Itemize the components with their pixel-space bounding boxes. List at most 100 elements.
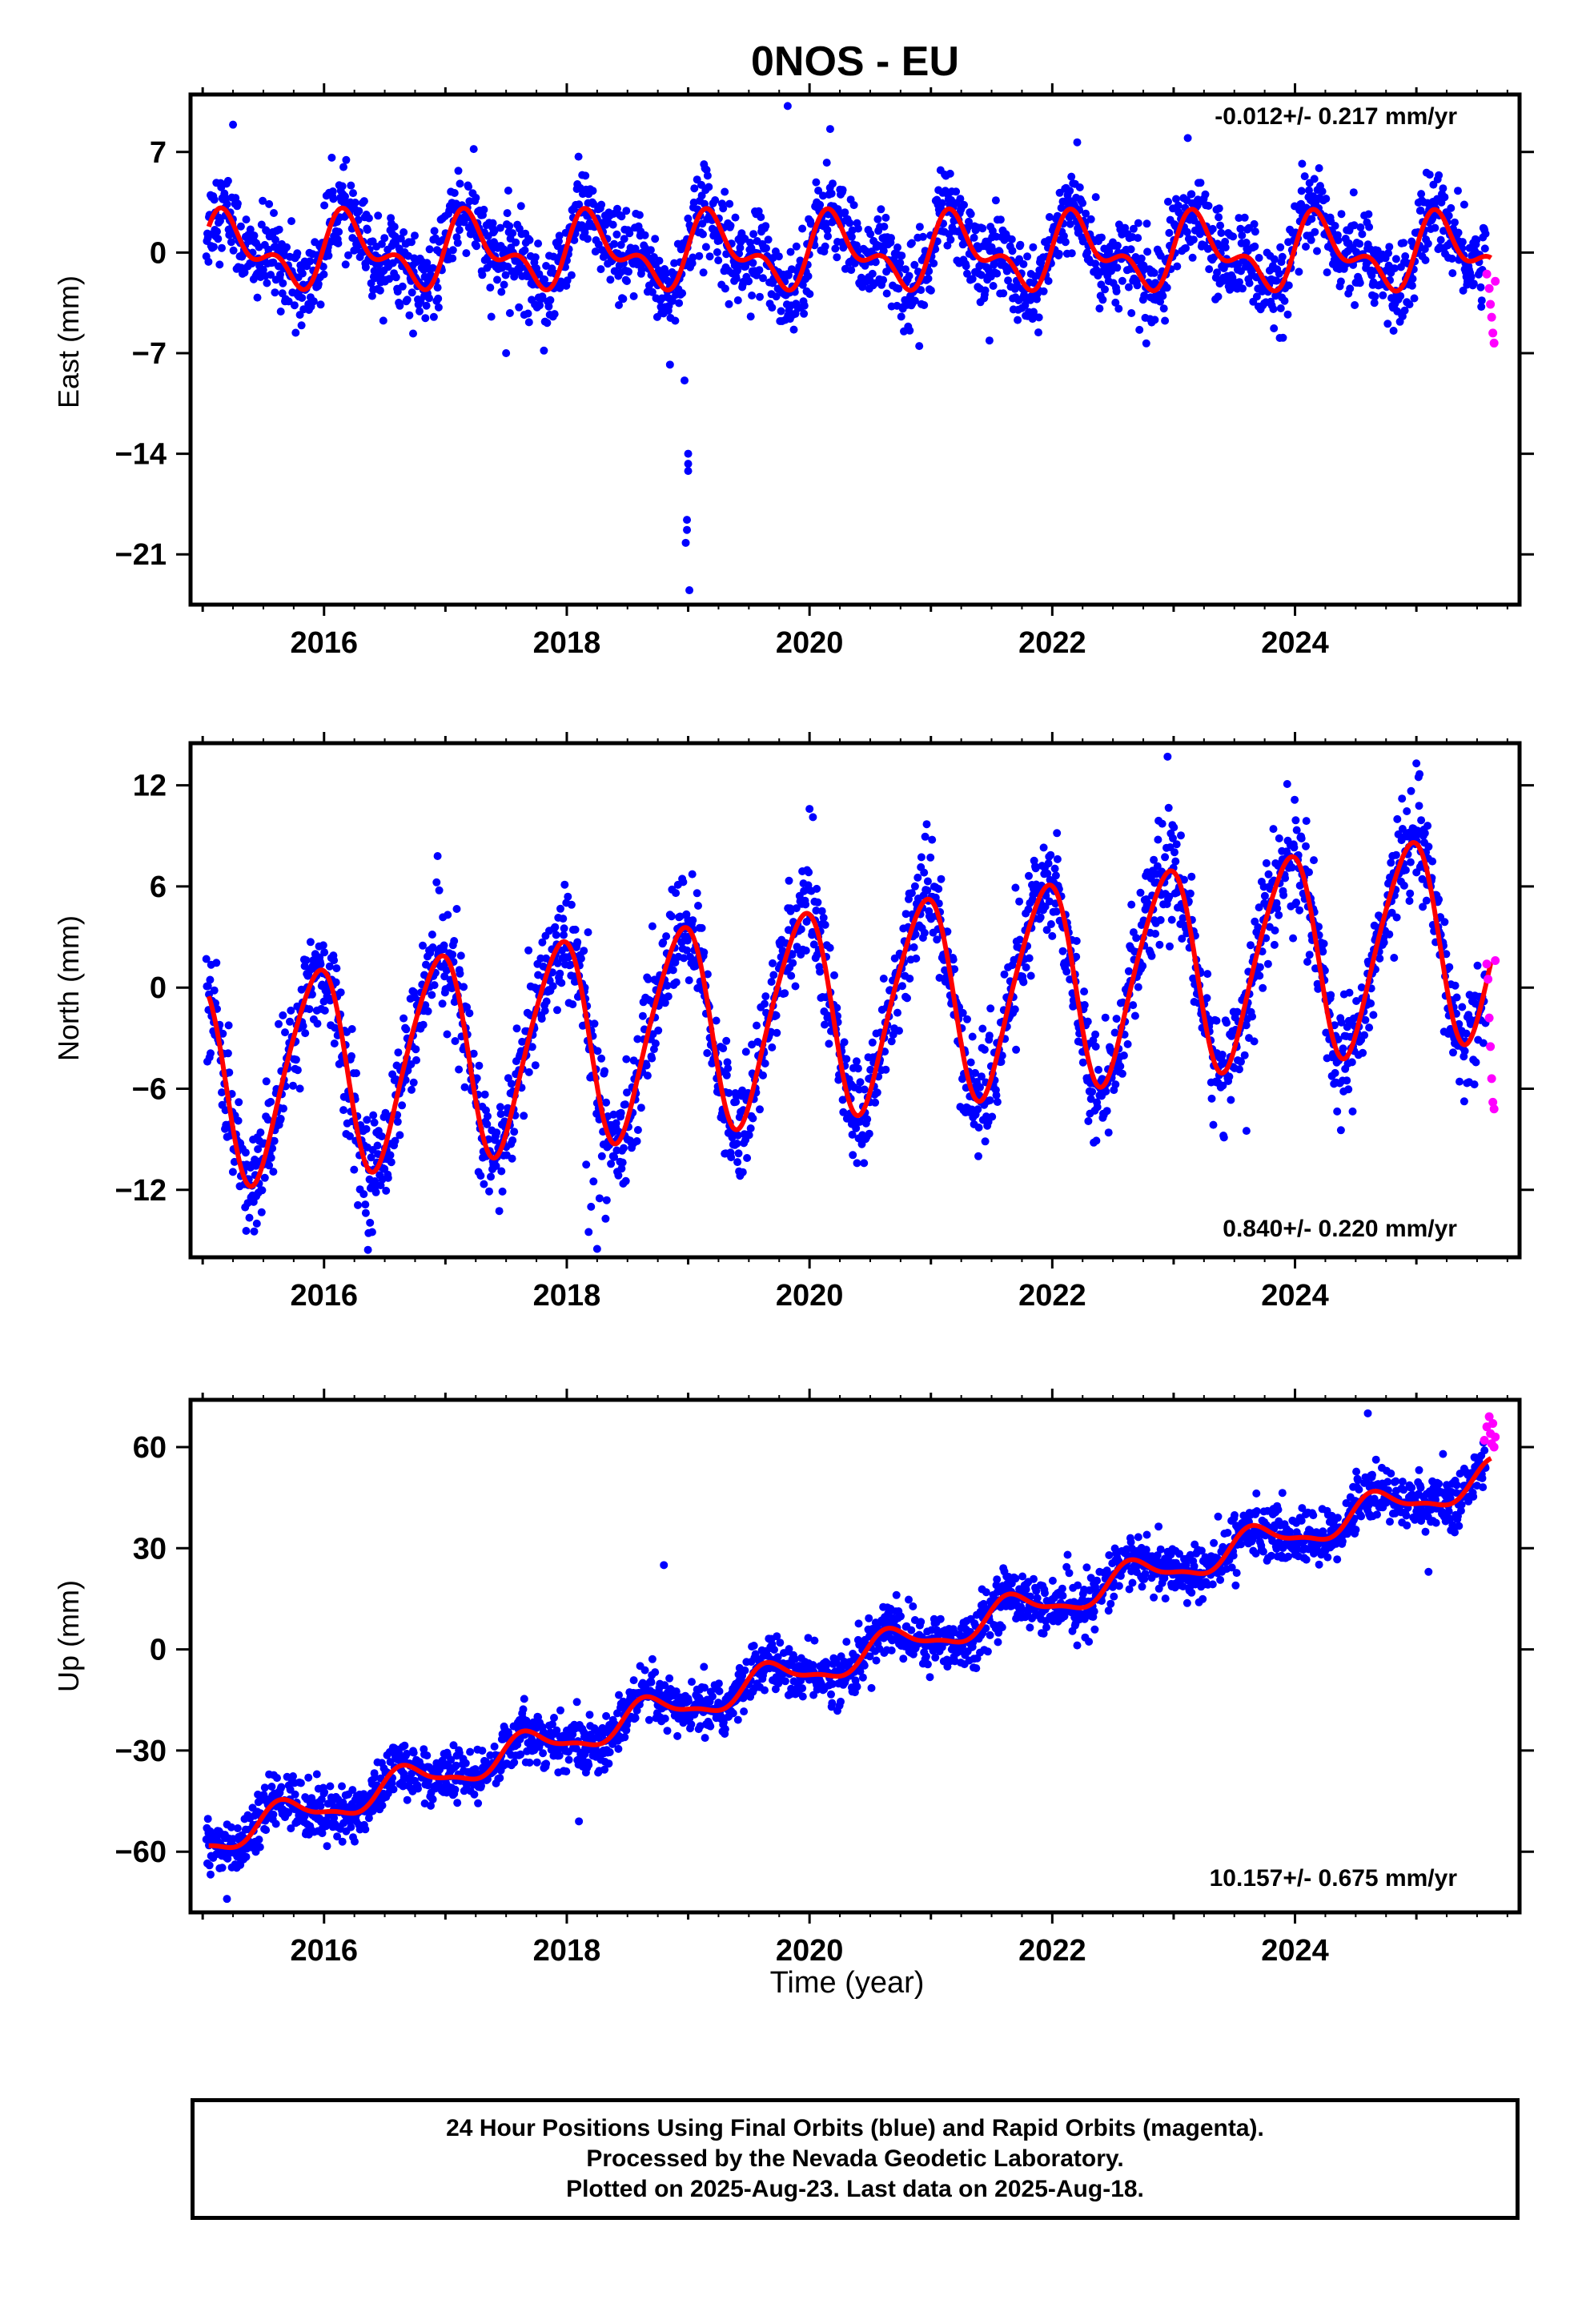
data-point	[589, 199, 598, 208]
data-point	[1187, 190, 1196, 199]
data-point	[1400, 306, 1409, 315]
data-point	[970, 233, 978, 242]
data-point	[250, 1227, 259, 1236]
data-point	[853, 1064, 862, 1073]
data-point	[1456, 1077, 1464, 1086]
data-point	[476, 1172, 485, 1180]
data-point	[773, 1028, 781, 1037]
data-point	[1371, 292, 1379, 301]
data-point	[1098, 296, 1107, 304]
data-point	[400, 1014, 408, 1023]
data-point	[719, 1044, 728, 1053]
data-point	[332, 964, 341, 973]
data-point	[989, 282, 998, 290]
data-point	[1449, 1048, 1457, 1057]
data-point	[540, 1007, 549, 1015]
data-point	[469, 145, 478, 154]
data-point	[840, 1038, 849, 1047]
y-tick-label: 6	[150, 870, 167, 904]
data-point	[1022, 963, 1030, 971]
data-point	[1300, 172, 1309, 181]
data-point	[1238, 231, 1247, 239]
data-point	[330, 1039, 339, 1047]
data-point	[901, 265, 909, 274]
data-point	[450, 189, 459, 197]
data-point	[938, 199, 946, 207]
data-point	[361, 1208, 370, 1217]
data-point	[1284, 281, 1293, 290]
data-point	[319, 270, 328, 279]
data-point	[613, 204, 621, 213]
data-point	[540, 346, 548, 355]
data-point	[412, 1055, 420, 1064]
data-point	[1034, 328, 1042, 337]
data-point	[454, 167, 463, 175]
data-point	[242, 1227, 251, 1235]
data-point	[1460, 200, 1468, 209]
data-point	[1119, 1051, 1128, 1059]
data-point	[651, 235, 660, 243]
data-point	[1098, 233, 1106, 242]
data-point	[487, 1172, 495, 1181]
data-point	[1210, 253, 1219, 262]
outlier-point	[587, 1202, 596, 1211]
data-point	[865, 1129, 873, 1138]
outlier-point	[582, 1160, 591, 1169]
data-point	[359, 197, 368, 206]
data-point	[387, 1158, 396, 1167]
data-point	[516, 202, 525, 211]
data-point	[279, 279, 287, 287]
data-point	[377, 1132, 386, 1140]
data-point	[456, 951, 465, 960]
data-point	[1422, 896, 1431, 905]
data-point	[367, 1228, 376, 1236]
data-point	[1384, 249, 1392, 258]
data-point	[1390, 264, 1399, 273]
data-point	[284, 297, 293, 306]
data-point	[1480, 244, 1489, 253]
data-point	[1124, 283, 1133, 292]
data-point	[448, 951, 457, 959]
data-point	[451, 1037, 460, 1045]
data-point	[260, 1173, 269, 1182]
data-point	[351, 199, 359, 207]
data-point	[359, 1190, 368, 1199]
data-point	[669, 966, 677, 975]
up-rate-label: 10.157+/- 0.675 mm/yr	[1210, 1865, 1458, 1892]
data-point	[685, 976, 693, 985]
data-point	[986, 1096, 994, 1104]
data-point	[910, 882, 919, 891]
data-point	[1101, 285, 1109, 294]
data-point	[1078, 199, 1087, 207]
data-point	[731, 213, 740, 222]
data-point	[498, 1187, 507, 1196]
outlier-point	[684, 467, 693, 476]
data-point	[1084, 1117, 1093, 1125]
data-point	[920, 928, 929, 937]
data-point	[756, 1105, 764, 1114]
data-point	[1124, 967, 1133, 975]
data-point	[1187, 872, 1196, 881]
data-point	[712, 1016, 721, 1025]
data-point	[493, 275, 501, 284]
data-point	[1333, 1107, 1342, 1116]
data-point	[999, 289, 1008, 298]
data-point	[1269, 825, 1278, 834]
data-point	[648, 922, 656, 931]
data-point	[1406, 858, 1415, 866]
data-point	[313, 1019, 322, 1028]
data-point	[342, 155, 351, 164]
data-point	[1113, 241, 1122, 250]
data-point	[1007, 235, 1016, 243]
data-point	[1250, 1037, 1259, 1046]
data-point	[801, 900, 810, 909]
data-point	[1167, 915, 1176, 924]
data-point	[675, 299, 684, 308]
data-point	[1067, 172, 1076, 181]
data-point	[777, 307, 785, 316]
data-point	[701, 243, 710, 251]
data-point	[510, 1128, 519, 1136]
data-point	[1477, 303, 1486, 312]
data-point	[380, 234, 389, 243]
data-point	[1364, 210, 1373, 219]
